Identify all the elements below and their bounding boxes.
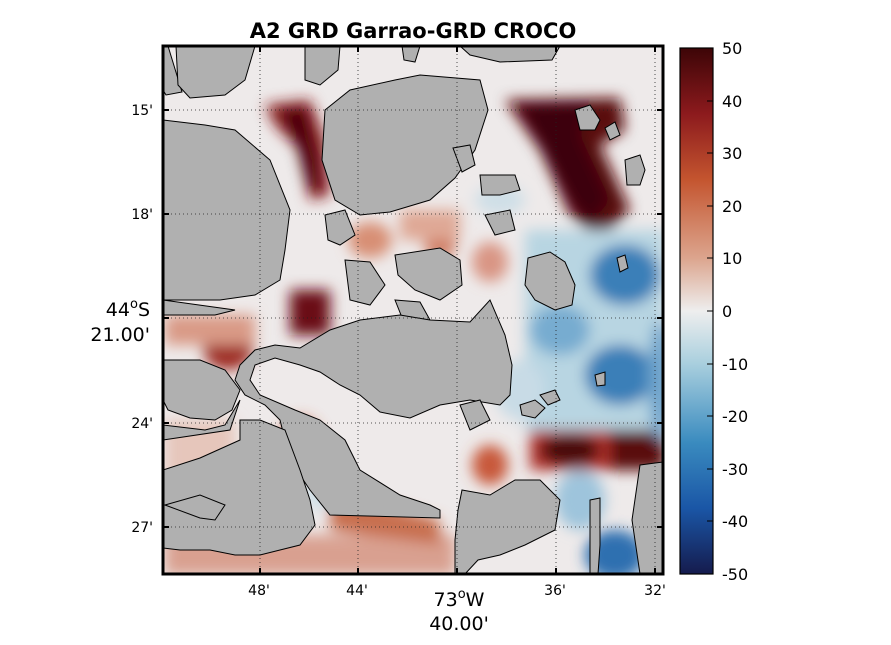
x-center-minutes: 40.00' (429, 613, 489, 635)
colorbar-tick-label: 10 (722, 249, 742, 268)
colorbar-tick-label: 20 (722, 197, 742, 216)
x-center-label: 73oW (434, 587, 485, 611)
colorbar-tick-label: 30 (722, 144, 742, 163)
y-tick-label: 27' (131, 520, 153, 536)
y-tick-label: 15' (131, 103, 153, 119)
map-frame (161, 44, 665, 576)
grid-lines (163, 46, 663, 574)
colorbar-tick-label: 40 (722, 92, 742, 111)
colorbar-tick-label: -30 (722, 460, 748, 479)
y-tick-label: 24' (131, 416, 153, 432)
colorbar-tick-label: 50 (722, 39, 742, 58)
map-title: A2 GRD Garrao-GRD CROCO (250, 19, 577, 43)
anomaly-field (163, 46, 663, 574)
x-tick-label: 48' (248, 583, 270, 599)
colorbar-tick-label: -10 (722, 355, 748, 374)
colorbar-tick-label: -20 (722, 407, 748, 426)
colorbar-tick-label: 0 (722, 302, 732, 321)
y-tick-label: 18' (131, 207, 153, 223)
x-tick-label: 36' (544, 583, 566, 599)
colorbar-tick-label: -40 (722, 512, 748, 531)
y-center-minutes: 21.00' (90, 324, 150, 346)
y-center-label: 44oS (106, 297, 150, 321)
x-tick-label: 44' (346, 583, 368, 599)
colorbar-ticks (707, 100, 713, 522)
frame-ticks (163, 46, 663, 574)
colorbar-tick-label: -50 (722, 565, 748, 584)
x-tick-label: 32' (644, 583, 666, 599)
